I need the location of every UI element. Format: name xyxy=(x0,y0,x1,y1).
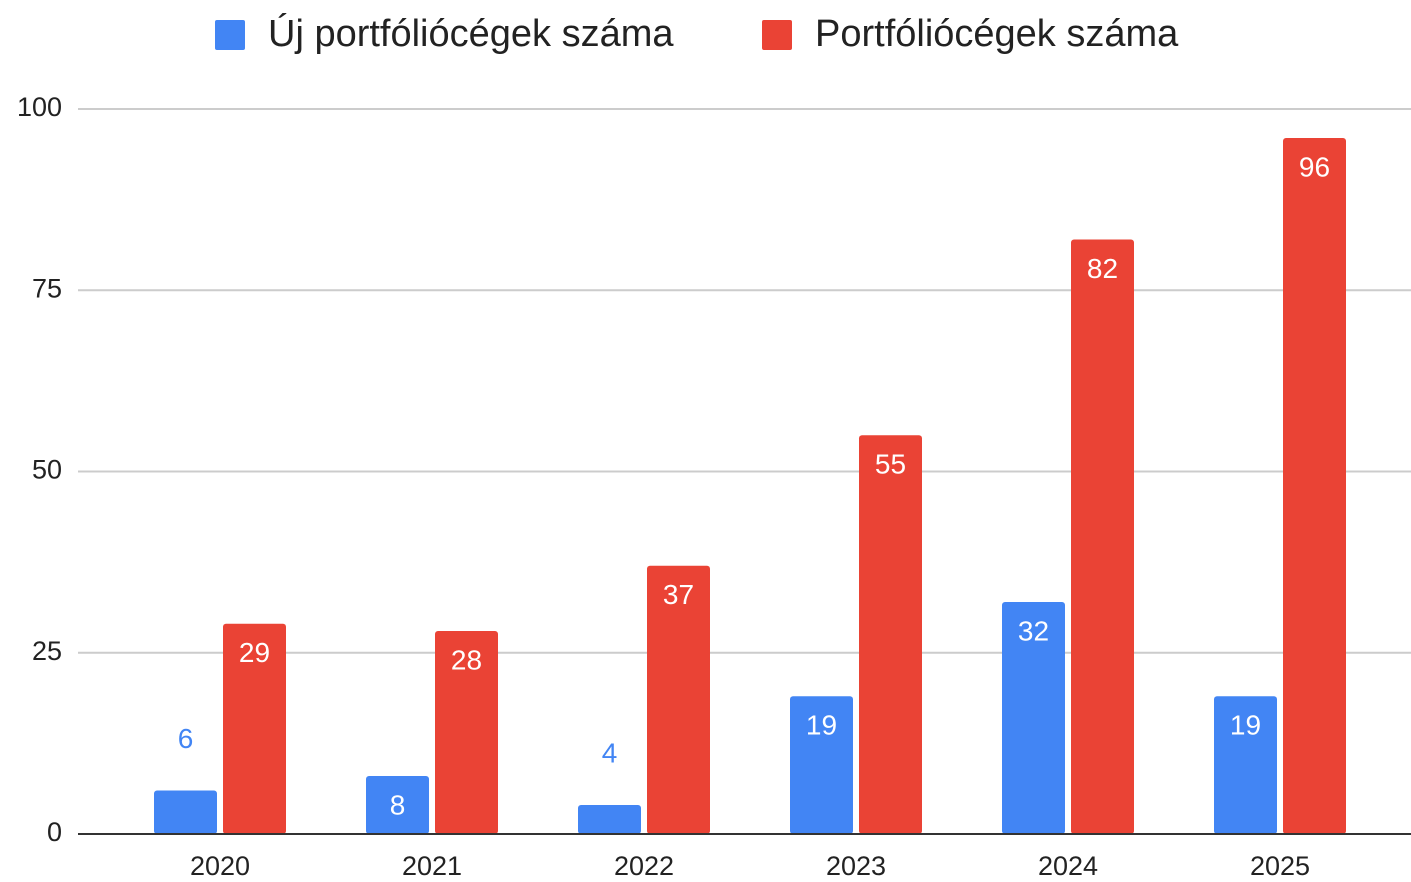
y-tick-label: 75 xyxy=(32,273,62,303)
bar xyxy=(1214,696,1277,834)
legend-swatch xyxy=(215,20,245,50)
legend-label: Új portfóliócégek száma xyxy=(268,12,674,55)
x-tick-label: 2022 xyxy=(614,851,674,881)
x-tick-label: 2025 xyxy=(1250,851,1310,881)
bar xyxy=(366,776,429,834)
bar xyxy=(154,790,217,834)
bar xyxy=(1071,239,1134,834)
legend-label: Portfóliócégek száma xyxy=(815,13,1179,55)
bar xyxy=(647,565,710,834)
x-tick-label: 2021 xyxy=(402,851,462,881)
x-tick-label: 2023 xyxy=(826,851,886,881)
bar xyxy=(1283,138,1346,834)
legend-swatch xyxy=(762,20,792,50)
y-tick-label: 50 xyxy=(32,455,62,485)
bar xyxy=(223,623,286,834)
data-label: 37 xyxy=(663,579,694,610)
data-label: 19 xyxy=(1230,710,1261,741)
data-label: 55 xyxy=(875,449,906,480)
bar xyxy=(790,696,853,834)
x-tick-label: 2020 xyxy=(190,851,250,881)
data-label: 8 xyxy=(390,789,406,820)
data-label: 32 xyxy=(1018,615,1049,646)
data-label: 4 xyxy=(602,737,618,768)
data-label: 96 xyxy=(1299,151,1330,182)
data-label: 29 xyxy=(239,637,270,668)
data-label: 28 xyxy=(451,644,482,675)
data-label: 6 xyxy=(178,723,194,754)
data-label: 19 xyxy=(806,710,837,741)
bar xyxy=(578,805,641,834)
bar xyxy=(1002,602,1065,834)
y-tick-label: 0 xyxy=(47,817,62,847)
x-tick-label: 2024 xyxy=(1038,851,1098,881)
bar xyxy=(435,631,498,834)
y-tick-label: 100 xyxy=(17,92,62,122)
y-tick-label: 25 xyxy=(32,636,62,666)
data-label: 82 xyxy=(1087,253,1118,284)
bar xyxy=(859,435,922,834)
